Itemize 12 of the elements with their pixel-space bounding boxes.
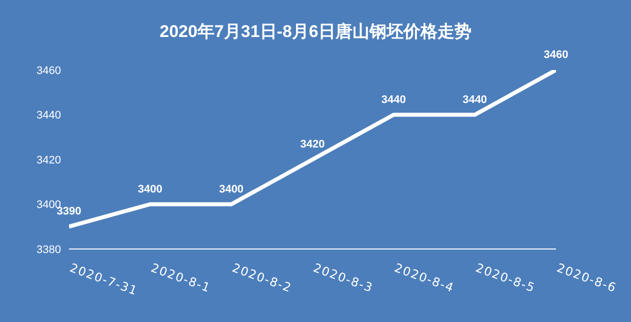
data-label: 3400	[138, 183, 162, 196]
data-label: 3460	[544, 49, 568, 61]
data-label: 3420	[300, 138, 325, 150]
chart-title: 2020年7月31日-8月6日唐山钢坯价格走势	[158, 21, 472, 43]
y-tick-label: 3420	[36, 154, 61, 166]
y-tick-label: 3460	[36, 64, 61, 77]
y-tick-label: 3380	[36, 244, 61, 256]
data-label: 3390	[56, 206, 82, 218]
data-label: 3400	[219, 183, 244, 196]
data-label: 3440	[381, 94, 406, 106]
y-tick-label: 3440	[36, 110, 61, 122]
data-label: 3440	[462, 94, 488, 106]
